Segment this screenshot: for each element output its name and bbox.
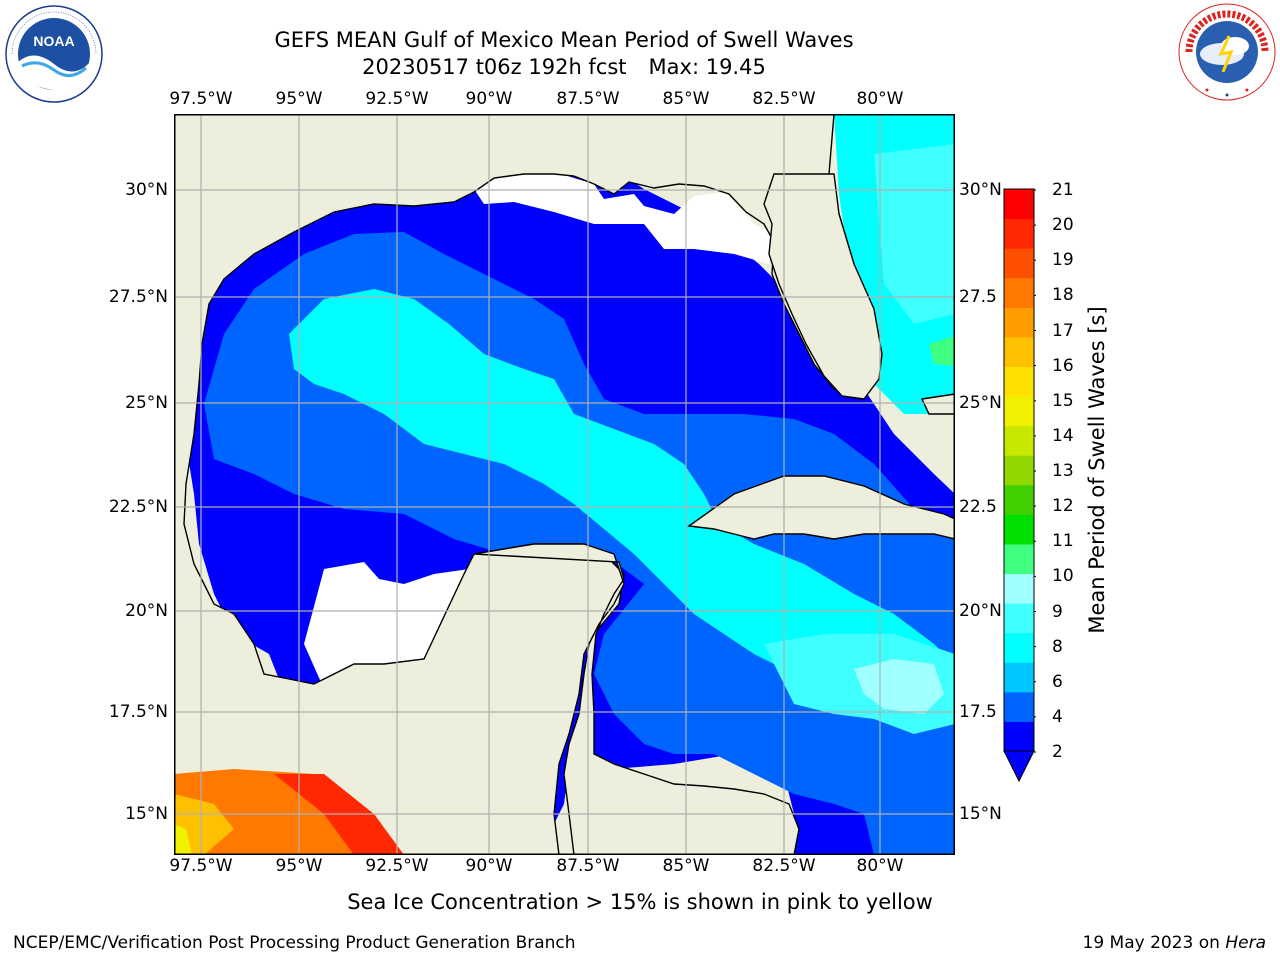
land-florida bbox=[763, 173, 883, 400]
latitude-tick-label-left: 25°N bbox=[125, 393, 168, 413]
colorbar-tick-label: 19 bbox=[1052, 250, 1074, 271]
latitude-tick-label-right: 15°N bbox=[959, 804, 1002, 824]
noaa-logo-text: NOAA bbox=[33, 33, 74, 49]
sea-ice-bright-yellow-field bbox=[174, 824, 192, 855]
colorbar-tick-label: 8 bbox=[1052, 636, 1063, 657]
colorbar bbox=[1003, 188, 1036, 783]
run-label: 20230517 t06z 192h fcst bbox=[362, 55, 627, 79]
colorbar-segment bbox=[1004, 662, 1034, 693]
colorbar-segment bbox=[1004, 248, 1034, 279]
colorbar-segment bbox=[1004, 396, 1034, 427]
latitude-tick-label-left: 17.5°N bbox=[108, 702, 168, 722]
colorbar-segment bbox=[1004, 425, 1034, 456]
latitude-tick-label-left: 20°N bbox=[125, 601, 168, 621]
longitude-tick-label-bottom: 92.5°W bbox=[365, 856, 429, 876]
longitude-tick-label-top: 92.5°W bbox=[365, 89, 429, 109]
caribbean-pale-cyan-field bbox=[854, 659, 944, 714]
colorbar-tick-label: 9 bbox=[1052, 601, 1063, 622]
colorbar-tick-label: 16 bbox=[1052, 355, 1074, 376]
latitude-tick-label-left: 15°N bbox=[125, 804, 168, 824]
max-label: Max: 19.45 bbox=[648, 55, 766, 79]
footer-organization: NCEP/EMC/Verification Post Processing Pr… bbox=[13, 933, 576, 953]
colorbar-segment bbox=[1004, 514, 1034, 545]
gulf-cyan-field bbox=[289, 289, 955, 714]
colorbar-tick-label: 6 bbox=[1052, 671, 1063, 692]
footer-date: 19 May 2023 on Hera bbox=[1083, 933, 1267, 953]
colorbar-tick-label: 12 bbox=[1052, 496, 1074, 517]
colorbar-tick-label: 21 bbox=[1052, 180, 1074, 200]
colorbar-tick-label: 10 bbox=[1052, 566, 1074, 587]
longitude-tick-label-top: 82.5°W bbox=[752, 89, 816, 109]
atlantic-green-spot bbox=[929, 336, 955, 366]
longitude-tick-label-bottom: 90°W bbox=[465, 856, 513, 876]
sea-ice-yellow-field bbox=[174, 794, 234, 855]
map-panel bbox=[174, 114, 955, 855]
sea-ice-note: Sea Ice Concentration > 15% is shown in … bbox=[347, 890, 933, 914]
colorbar-label: Mean Period of Swell Waves [s] bbox=[1085, 306, 1109, 634]
latitude-tick-label-right: 27.5 bbox=[959, 287, 997, 307]
longitude-tick-label-top: 80°W bbox=[856, 89, 904, 109]
latitude-tick-label-right: 17.5 bbox=[959, 702, 997, 722]
colorbar-segment bbox=[1004, 336, 1034, 367]
latitude-tick-label-right: 25°N bbox=[959, 393, 1002, 413]
colorbar-segment bbox=[1004, 189, 1034, 220]
colorbar-extend-arrow bbox=[1003, 750, 1035, 783]
footer-date-text: 19 May 2023 on bbox=[1082, 933, 1226, 953]
colorbar-segment bbox=[1004, 455, 1034, 486]
longitude-tick-label-top: 90°W bbox=[465, 89, 513, 109]
latitude-tick-label-left: 30°N bbox=[125, 180, 168, 200]
latitude-tick-label-right: 30°N bbox=[959, 180, 1002, 200]
land-yucatan bbox=[473, 543, 800, 855]
colorbar-segment bbox=[1004, 603, 1034, 634]
colorbar-tick-label: 18 bbox=[1052, 285, 1074, 306]
longitude-tick-label-top: 87.5°W bbox=[556, 89, 620, 109]
longitude-tick-label-bottom: 85°W bbox=[662, 856, 710, 876]
longitude-tick-label-top: 95°W bbox=[275, 89, 323, 109]
colorbar-segment bbox=[1004, 277, 1034, 308]
chart-title: GEFS MEAN Gulf of Mexico Mean Period of … bbox=[274, 28, 854, 52]
colorbar-frame bbox=[1003, 188, 1035, 752]
noaa-logo: NOAA bbox=[4, 4, 104, 104]
footer-host: Hera bbox=[1225, 933, 1266, 953]
longitude-tick-label-bottom: 87.5°W bbox=[556, 856, 620, 876]
longitude-tick-label-bottom: 80°W bbox=[856, 856, 904, 876]
longitude-tick-label-bottom: 82.5°W bbox=[752, 856, 816, 876]
latitude-tick-label-left: 22.5°N bbox=[108, 497, 168, 517]
colorbar-tick-label: 17 bbox=[1052, 320, 1074, 341]
chart-subtitle: 20230517 t06z 192h fcst Max: 19.45 bbox=[164, 54, 964, 80]
latitude-tick-label-right: 20°N bbox=[959, 601, 1002, 621]
no-data-patch-north bbox=[474, 172, 774, 264]
longitude-tick-label-bottom: 97.5°W bbox=[169, 856, 233, 876]
longitude-tick-label-top: 85°W bbox=[662, 89, 710, 109]
colorbar-segment bbox=[1004, 543, 1034, 575]
map-frame bbox=[174, 114, 955, 855]
atlantic-light-cyan-field bbox=[874, 144, 955, 324]
graticule bbox=[174, 114, 955, 855]
colorbar-tick-label: 14 bbox=[1052, 425, 1074, 446]
colorbar-tick-label: 13 bbox=[1052, 461, 1074, 481]
colorbar-tick-label: 2 bbox=[1052, 742, 1063, 762]
colorbar-segment bbox=[1004, 218, 1034, 249]
longitude-tick-label-bottom: 95°W bbox=[275, 856, 323, 876]
land-bahamas bbox=[920, 393, 955, 415]
nws-logo bbox=[1177, 2, 1277, 102]
colorbar-segment bbox=[1004, 307, 1034, 338]
colorbar-tick-label: 11 bbox=[1052, 531, 1074, 552]
colorbar-segment bbox=[1004, 632, 1034, 663]
colorbar-tick-label: 15 bbox=[1052, 390, 1074, 411]
colorbar-segment bbox=[1004, 484, 1034, 515]
colorbar-tick-label: 4 bbox=[1052, 706, 1063, 727]
colorbar-segment bbox=[1004, 366, 1034, 397]
latitude-tick-label-right: 22.5 bbox=[959, 497, 997, 517]
colorbar-tick-label: 20 bbox=[1052, 215, 1074, 236]
latitude-tick-label-left: 27.5°N bbox=[108, 287, 168, 307]
colorbar-segment bbox=[1004, 573, 1034, 604]
longitude-tick-label-top: 97.5°W bbox=[169, 89, 233, 109]
colorbar-segment bbox=[1004, 691, 1034, 722]
colorbar-segment bbox=[1004, 721, 1034, 752]
